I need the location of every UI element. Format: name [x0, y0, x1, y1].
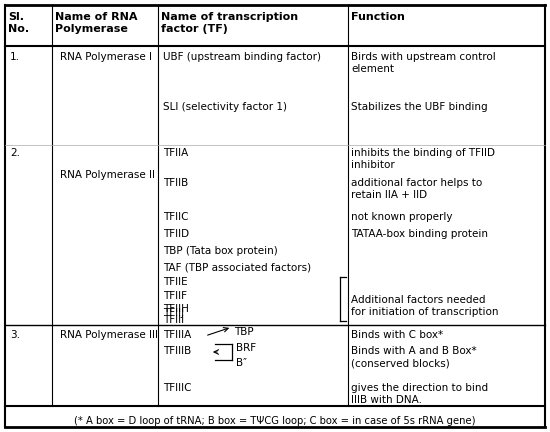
Text: TFIIIC: TFIIIC: [163, 383, 191, 393]
Text: B″: B″: [236, 358, 247, 368]
Text: RNA Polymerase III: RNA Polymerase III: [60, 330, 158, 340]
Text: inhibits the binding of TFIID
inhibitor: inhibits the binding of TFIID inhibitor: [351, 148, 495, 170]
Text: TFIIF: TFIIF: [163, 291, 187, 301]
Text: SLI (selectivity factor 1): SLI (selectivity factor 1): [163, 102, 287, 112]
Text: Function: Function: [351, 12, 405, 22]
Text: RNA Polymerase I: RNA Polymerase I: [60, 52, 152, 62]
Text: 2.: 2.: [10, 148, 20, 158]
Text: TFIIA: TFIIA: [163, 148, 188, 158]
Text: Additional factors needed
for initiation of transcription: Additional factors needed for initiation…: [351, 295, 498, 318]
Text: 1.: 1.: [10, 52, 20, 62]
Text: Binds with C box*: Binds with C box*: [351, 330, 443, 340]
Text: TFIID: TFIID: [163, 229, 189, 239]
Text: Name of transcription
factor (TF): Name of transcription factor (TF): [161, 12, 298, 35]
Text: (* A box = D loop of tRNA; B box = TΨCG loop; C box = in case of 5s rRNA gene): (* A box = D loop of tRNA; B box = TΨCG …: [74, 416, 476, 426]
Text: TBP: TBP: [234, 327, 254, 337]
Text: Stabilizes the UBF binding: Stabilizes the UBF binding: [351, 102, 488, 112]
Text: TAF (TBP associated factors): TAF (TBP associated factors): [163, 262, 311, 272]
Text: RNA Polymerase II: RNA Polymerase II: [60, 170, 155, 180]
Text: additional factor helps to
retain IIA + IID: additional factor helps to retain IIA + …: [351, 178, 482, 200]
Text: Binds with A and B Box*
(conserved blocks): Binds with A and B Box* (conserved block…: [351, 346, 477, 368]
Text: TFIIIA: TFIIIA: [163, 330, 191, 340]
Text: not known properly: not known properly: [351, 212, 453, 222]
Text: TFIII: TFIII: [163, 315, 184, 325]
Text: TFIIC: TFIIC: [163, 212, 189, 222]
Text: Sl.
No.: Sl. No.: [8, 12, 29, 35]
Text: TFIIH: TFIIH: [163, 304, 189, 314]
Text: TFIIJ: TFIIJ: [163, 308, 184, 318]
Text: TBP (Tata box protein): TBP (Tata box protein): [163, 246, 278, 256]
Text: UBF (upstream binding factor): UBF (upstream binding factor): [163, 52, 321, 62]
Text: TFIIE: TFIIE: [163, 277, 188, 287]
Text: BRF: BRF: [236, 343, 256, 353]
Text: Name of RNA
Polymerase: Name of RNA Polymerase: [55, 12, 138, 35]
Text: TATAA-box binding protein: TATAA-box binding protein: [351, 229, 488, 239]
Text: 3.: 3.: [10, 330, 20, 340]
Text: Birds with upstream control
element: Birds with upstream control element: [351, 52, 496, 74]
Text: gives the direction to bind
IIIB with DNA.: gives the direction to bind IIIB with DN…: [351, 383, 488, 405]
Text: TFIIB: TFIIB: [163, 178, 188, 188]
Text: TFIIIB: TFIIIB: [163, 346, 191, 356]
